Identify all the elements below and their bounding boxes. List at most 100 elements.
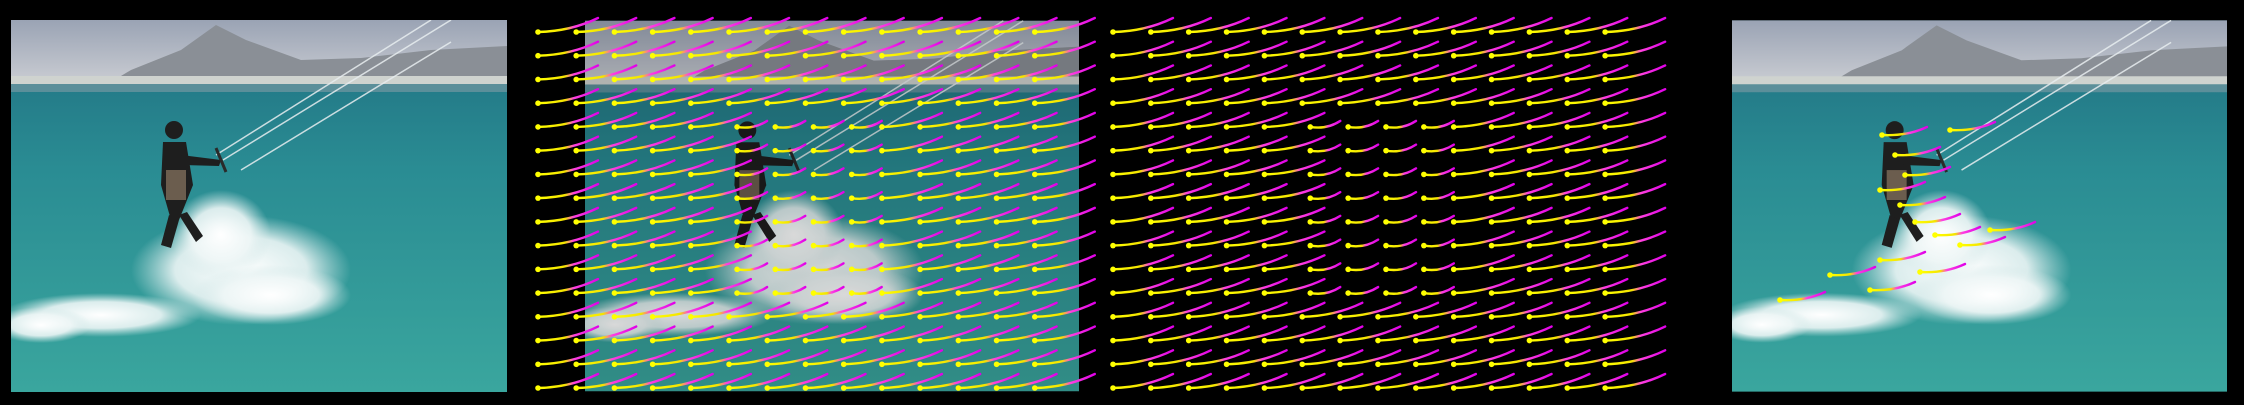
track-point	[1450, 147, 1457, 154]
track	[1913, 212, 1962, 224]
track-point	[1307, 195, 1314, 201]
track-point	[688, 361, 694, 368]
track	[651, 206, 714, 224]
track	[1263, 64, 1326, 81]
track	[1603, 111, 1667, 129]
track-point	[1488, 266, 1495, 273]
track-point	[917, 361, 923, 368]
track	[1566, 40, 1629, 57]
track	[1898, 195, 1947, 207]
track-point	[955, 314, 962, 320]
track	[842, 372, 905, 390]
track	[1263, 40, 1326, 57]
track-point	[840, 314, 847, 320]
track	[1225, 206, 1288, 224]
track	[1263, 325, 1326, 342]
track-point	[1421, 219, 1427, 225]
track-point	[1413, 100, 1419, 106]
track-point	[1877, 187, 1883, 193]
track-point	[1877, 257, 1883, 263]
track-point	[993, 266, 1000, 273]
track	[842, 301, 905, 318]
track	[1225, 277, 1288, 295]
track	[1225, 64, 1288, 81]
track	[1187, 159, 1250, 176]
track	[1338, 349, 1402, 366]
track	[1566, 230, 1629, 247]
track-point	[802, 385, 809, 391]
track	[536, 159, 600, 176]
track-point	[1110, 361, 1116, 368]
track-point	[1413, 385, 1419, 391]
track-point	[1564, 52, 1571, 59]
track	[1603, 88, 1667, 105]
track-point	[1488, 219, 1495, 225]
track-point	[879, 52, 885, 59]
track	[1528, 88, 1591, 105]
track-point	[1383, 195, 1389, 201]
track-point	[688, 219, 694, 225]
track	[689, 111, 753, 129]
track-point	[764, 361, 771, 368]
track	[1149, 230, 1213, 247]
track	[766, 325, 829, 342]
track	[1149, 301, 1213, 318]
track-point	[917, 147, 923, 154]
track	[1528, 111, 1591, 129]
track-point	[848, 171, 855, 178]
track-point	[1185, 314, 1192, 320]
track	[918, 40, 982, 57]
track	[957, 277, 1020, 295]
track	[1452, 159, 1515, 176]
track-point	[1110, 385, 1116, 391]
track	[1263, 372, 1326, 390]
track-point	[1564, 29, 1571, 35]
track-point	[726, 29, 732, 35]
track	[1452, 372, 1515, 390]
track	[1376, 88, 1440, 105]
track-point	[993, 314, 1000, 320]
track	[613, 159, 676, 176]
track	[918, 159, 982, 176]
track-point	[1223, 147, 1230, 154]
track-point	[1526, 195, 1533, 201]
track	[1893, 145, 1942, 157]
track	[613, 254, 676, 271]
track	[689, 349, 753, 366]
track	[918, 372, 982, 390]
track-point	[1261, 29, 1268, 35]
track	[995, 349, 1058, 366]
track-point	[917, 171, 923, 178]
track	[1225, 16, 1288, 34]
track	[651, 182, 714, 200]
track	[1903, 165, 1952, 177]
track	[1490, 64, 1553, 81]
track-point	[1223, 29, 1230, 35]
track-point	[1223, 171, 1230, 178]
track-point	[734, 147, 740, 154]
track	[536, 372, 600, 390]
track-point	[955, 147, 962, 154]
track-point	[573, 195, 580, 201]
track	[880, 301, 944, 318]
track	[1149, 40, 1213, 57]
track-point	[611, 171, 618, 178]
track	[1149, 206, 1213, 224]
track	[995, 88, 1058, 105]
track-point	[1602, 361, 1608, 368]
track	[1603, 64, 1667, 81]
track-point	[1185, 242, 1192, 249]
track	[1149, 88, 1213, 105]
track	[1338, 88, 1402, 105]
track-point	[1223, 195, 1230, 201]
track-point	[879, 29, 885, 35]
track-point	[1867, 287, 1873, 293]
track-point	[848, 147, 855, 154]
track-point	[1185, 290, 1192, 296]
track-point	[1261, 242, 1268, 249]
track	[613, 301, 676, 318]
track-point	[1912, 219, 1918, 225]
track-point	[1110, 52, 1116, 59]
